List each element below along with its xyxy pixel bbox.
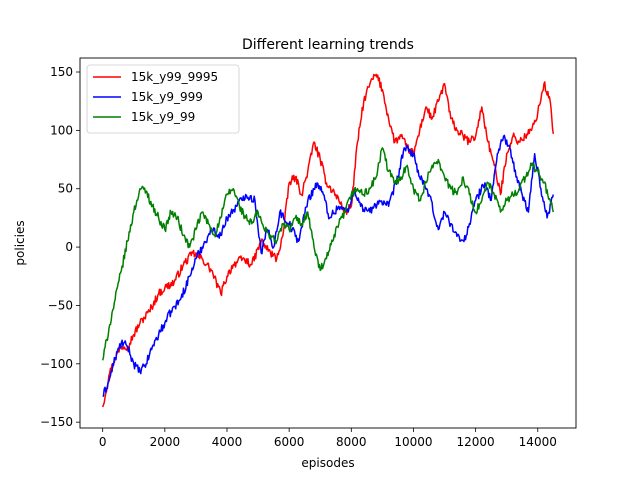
legend-entry: 15k_y9_99 [131,110,195,124]
y-tick-label: −150 [40,415,73,429]
legend: 15k_y99_9995 15k_y9_999 15k_y9_99 [86,64,240,134]
y-axis-label: policies [13,220,27,265]
plot-lines [101,73,555,408]
legend-box [86,64,240,134]
x-tick-label: 12000 [457,435,495,449]
x-tick-label: 8000 [336,435,367,449]
x-tick-label: 6000 [274,435,305,449]
x-tick-label: 0 [99,435,107,449]
x-tick-label: 14000 [519,435,557,449]
y-tick-label: −100 [40,357,73,371]
series-line-15k_y9_99 [101,147,555,361]
legend-entry: 15k_y9_999 [131,90,203,104]
series-line-15k_y9_999 [102,134,555,398]
x-tick-label: 2000 [150,435,181,449]
x-tick-label: 10000 [394,435,432,449]
plot-frame [79,57,577,429]
y-tick-label: 50 [58,182,73,196]
x-axis: 0 2000 4000 6000 8000 10000 12000 14000 [99,428,557,449]
x-tick-label: 4000 [212,435,243,449]
chart-title: Different learning trends [242,37,414,53]
y-tick-label: 150 [50,65,73,79]
y-tick-label: 0 [65,240,73,254]
legend-entry: 15k_y99_9995 [131,70,218,84]
y-axis: −150 −100 −50 0 50 100 150 [40,65,80,429]
y-tick-label: −50 [48,298,73,312]
y-tick-label: 100 [50,123,73,137]
series-line-15k_y99_9995 [101,73,555,408]
x-axis-label: episodes [301,456,354,470]
